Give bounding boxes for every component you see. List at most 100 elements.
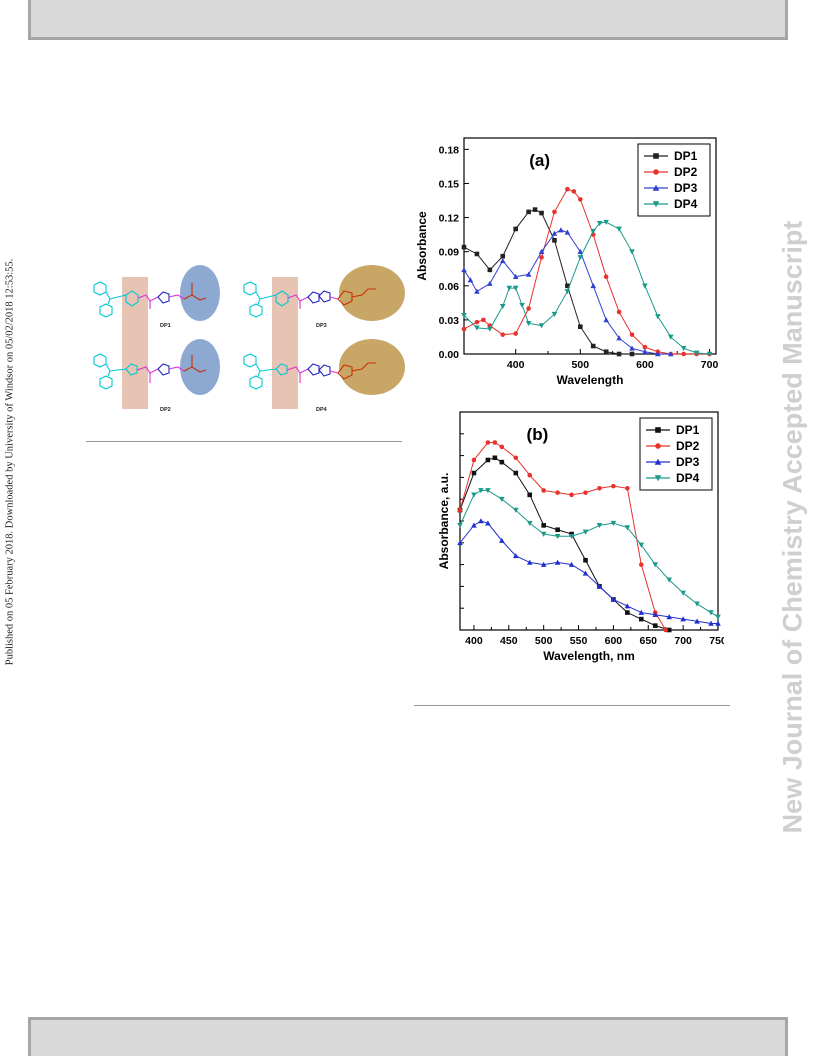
acceptor-highlight-ellipse — [339, 265, 405, 321]
legend-label: DP3 — [676, 455, 700, 469]
legend-label: DP3 — [674, 181, 698, 195]
data-point — [565, 186, 570, 192]
data-point — [596, 583, 603, 589]
x-tick-label: 400 — [507, 359, 525, 371]
data-point — [680, 616, 686, 622]
data-point — [568, 533, 575, 540]
data-point — [694, 618, 700, 624]
data-point — [603, 349, 609, 355]
data-point — [499, 459, 505, 465]
data-point — [512, 553, 519, 559]
data-point — [582, 570, 589, 576]
data-point — [487, 280, 493, 286]
data-point — [541, 523, 546, 528]
acceptor-highlight-ellipse — [180, 339, 220, 395]
data-point — [652, 611, 659, 618]
header-bar — [28, 0, 788, 40]
data-point — [457, 507, 463, 513]
data-point — [471, 457, 477, 463]
data-point — [652, 562, 659, 568]
dye-structure-scheme: DP1 DP3 DP2 — [93, 265, 405, 413]
x-axis-label: Wavelength, nm — [543, 649, 635, 663]
data-point — [512, 285, 519, 291]
data-point — [461, 244, 467, 250]
data-point — [474, 288, 480, 294]
series-dp4 — [461, 219, 713, 357]
series-dp3 — [457, 518, 721, 626]
data-point — [571, 189, 577, 194]
data-point — [538, 248, 545, 254]
scheme-label-dp1: DP1 — [160, 323, 171, 329]
data-point — [616, 351, 622, 357]
data-point — [610, 520, 617, 526]
x-tick-label: 450 — [500, 635, 518, 647]
legend-marker — [654, 475, 662, 482]
data-point — [577, 255, 584, 261]
series-dp4 — [457, 488, 721, 620]
panel-label: (b) — [527, 425, 549, 444]
y-tick-label: 0.00 — [439, 349, 460, 361]
legend-marker — [653, 169, 659, 175]
data-point — [655, 351, 661, 357]
chart-legend: DP1 DP2 DP3 DP4 — [637, 143, 711, 217]
x-tick-label: 650 — [640, 635, 658, 647]
x-tick-label: 750 — [709, 635, 724, 647]
y-axis-label: Absorbance — [415, 211, 429, 281]
journal-watermark: New Journal of Chemistry Accepted Manusc… — [770, 0, 816, 1056]
data-point — [506, 285, 513, 291]
publication-note-text: Published on 05 February 2018. Downloade… — [4, 258, 16, 666]
data-point — [499, 496, 505, 502]
data-point — [500, 253, 506, 259]
journal-watermark-text: New Journal of Chemistry Accepted Manusc… — [777, 220, 808, 834]
data-point — [625, 610, 630, 615]
data-point — [538, 323, 545, 329]
data-point — [616, 335, 622, 341]
data-point — [481, 317, 486, 323]
panel-label: (a) — [529, 151, 550, 170]
legend-label: DP2 — [674, 165, 698, 179]
data-point — [492, 440, 498, 445]
data-point — [564, 229, 571, 235]
data-point — [666, 627, 672, 633]
scheme-label-dp2: DP2 — [160, 407, 171, 413]
legend-marker — [655, 443, 661, 449]
data-point — [532, 207, 538, 212]
data-point — [558, 227, 564, 233]
data-point — [526, 306, 531, 311]
y-tick-label: 0.18 — [439, 144, 460, 156]
y-tick-label: 0.12 — [439, 213, 460, 225]
acceptor-highlight-ellipse — [339, 339, 405, 395]
data-point — [652, 623, 658, 628]
data-point — [666, 577, 672, 583]
data-point — [554, 559, 561, 565]
data-point — [693, 350, 700, 356]
molecule-dp3 — [243, 281, 376, 318]
data-point — [590, 343, 596, 349]
data-point — [551, 311, 558, 318]
data-point — [590, 282, 597, 289]
data-point — [625, 486, 630, 491]
data-point — [667, 334, 674, 340]
data-point — [525, 321, 532, 327]
data-point — [526, 559, 533, 565]
data-point — [610, 596, 617, 602]
data-point — [485, 440, 491, 445]
data-point — [461, 313, 467, 319]
y-tick-label: 0.03 — [439, 315, 460, 327]
data-point — [667, 351, 674, 357]
data-point — [616, 309, 622, 315]
data-point — [457, 523, 463, 529]
data-point — [603, 219, 609, 225]
y-tick-label: 0.09 — [439, 247, 460, 259]
data-point — [616, 226, 622, 232]
data-point — [596, 523, 603, 529]
scheme-label-dp4: DP4 — [316, 407, 328, 413]
data-point — [554, 533, 561, 540]
data-point — [624, 525, 631, 531]
legend-label: DP4 — [676, 471, 700, 485]
data-point — [638, 616, 644, 622]
data-point — [513, 331, 518, 336]
data-point — [527, 492, 533, 498]
data-point — [461, 326, 467, 332]
x-tick-label: 500 — [535, 635, 553, 647]
